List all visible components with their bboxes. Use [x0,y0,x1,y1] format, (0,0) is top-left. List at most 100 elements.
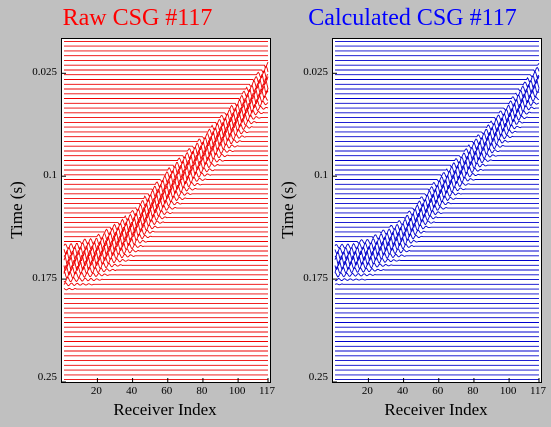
trace-line [64,177,268,192]
trace-line [335,202,539,213]
trace-line [64,182,268,196]
trace-line [64,70,269,81]
trace-line [64,206,268,219]
trace-line [334,272,539,278]
x-tick-label: 20 [90,385,102,397]
trace-line [64,61,269,69]
trace-line [335,221,539,233]
wiggle-svg [333,40,540,382]
trace-line [335,216,539,228]
trace-line [335,112,539,124]
trace-line [335,107,539,119]
trace-line [64,134,268,149]
trace-line [334,250,539,262]
trace-line [63,287,268,291]
trace-line [335,150,539,162]
trace-line [335,71,540,80]
trace-line [335,66,540,73]
calculated-csg-panel: Calculated CSG #117 Time (s) Receiver In… [275,0,550,427]
trace-line [64,92,269,105]
y-tick-label: 0.175 [303,272,328,285]
trace-line [64,106,268,120]
x-tick-label: 100 [228,385,246,397]
y-tick-label: 0.1 [314,169,328,182]
trace-line [335,169,539,181]
trace-line [64,187,268,201]
x-tick-label: 60 [161,385,173,397]
trace-line [335,78,540,90]
trace-line [335,145,539,157]
y-tick-label: 0.025 [303,66,328,79]
trace-line [64,120,268,134]
x-axis-label: Receiver Index [384,400,488,419]
x-axis-label: Receiver Index [113,400,217,419]
trace-line [335,183,539,195]
x-tick-label: 117 [529,385,547,397]
trace-line [64,130,268,144]
trace-line [64,73,269,86]
trace-line [334,283,539,286]
y-tick-label: 0.1 [43,169,57,182]
trace-line [64,197,268,210]
trace-line [335,93,540,104]
trace-line [64,210,268,225]
trace-line [64,220,268,234]
trace-line [64,77,269,91]
trace-line [64,168,268,181]
trace-line [335,63,540,66]
trace-line [335,131,539,143]
trace-line [64,149,268,163]
x-tick-label: 40 [397,385,409,397]
x-tick-label: 20 [361,385,373,397]
trace-line [335,231,539,243]
trace-line [63,270,268,279]
trace-line [64,125,268,139]
trace-line [334,240,539,253]
trace-line [335,178,539,190]
trace-line [335,74,540,85]
trace-line [64,87,269,101]
raw-csg-panel: Raw CSG #117 Time (s) Receiver Index 0.0… [0,0,275,427]
trace-line [335,212,539,224]
trace-line [63,253,268,268]
trace-line [335,159,539,171]
trace-line [335,155,539,166]
trace-line [64,139,268,153]
y-tick-label: 0.025 [32,66,57,79]
trace-line [64,96,269,110]
trace-line [335,188,539,200]
trace-line [64,101,269,114]
trace-line [64,82,269,95]
trace-line [64,230,268,244]
trace-line [335,102,539,114]
trace-line [335,140,539,152]
trace-line [334,245,539,257]
trace-line [64,111,268,125]
trace-line [335,121,539,133]
x-tick-label: 80 [196,385,208,397]
trace-line [335,207,539,219]
trace-line [63,244,268,258]
trace-line [64,225,268,239]
chart-title: Calculated CSG #117 [308,5,517,31]
trace-line [335,235,539,248]
y-axis-label: Time (s) [278,181,297,239]
trace-line [64,235,268,249]
trace-line [63,276,268,283]
trace-line [335,83,540,94]
trace-line [64,201,268,215]
trace-line [63,264,268,276]
x-tick-label: 80 [467,385,479,397]
x-tick-label: 60 [432,385,444,397]
trace-line [64,65,269,74]
chart-title: Raw CSG #117 [62,5,213,31]
trace-line [63,239,268,253]
trace-line [335,135,539,147]
trace-line [334,266,539,274]
plot-area [332,38,542,383]
trace-line [64,173,268,187]
y-tick-label: 0.175 [32,272,57,285]
wiggle-svg [62,40,269,382]
trace-line [64,163,268,177]
x-tick-label: 100 [499,385,517,397]
